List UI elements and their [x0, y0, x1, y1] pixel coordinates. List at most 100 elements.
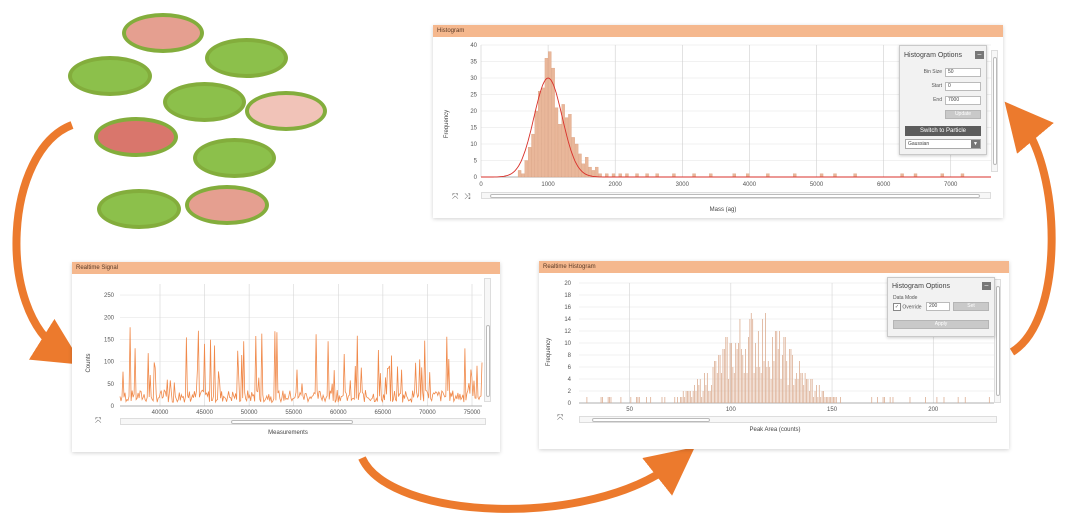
histogram-bar: [684, 397, 686, 403]
apply-button[interactable]: Apply: [893, 320, 989, 329]
override-checkbox[interactable]: ✓: [893, 303, 901, 311]
x-tick-label: 0: [479, 182, 483, 188]
histogram-bar: [625, 173, 629, 178]
histogram-bar: [816, 385, 817, 403]
histogram-bar: [541, 87, 545, 178]
arrow-left: [12, 121, 83, 365]
histogram-bar: [790, 349, 792, 403]
y-tick-label: 14: [564, 317, 571, 323]
histogram-bar: [871, 397, 873, 403]
scrollbar-thumb[interactable]: [996, 286, 1000, 396]
histogram-bar: [729, 343, 731, 403]
histogram-bar: [718, 355, 720, 403]
cell: [122, 13, 204, 53]
histogram-bar: [787, 385, 789, 403]
histogram-bar: [766, 367, 768, 403]
vertical-scrollbar[interactable]: [484, 278, 491, 402]
histogram-bar: [808, 391, 810, 403]
scrollbar-thumb[interactable]: [592, 418, 710, 422]
histogram-bar: [538, 91, 542, 178]
zoom-fit-icon[interactable]: ⤧: [557, 413, 564, 422]
override-input[interactable]: 200: [926, 302, 950, 311]
histogram-bar: [697, 379, 698, 403]
histogram-bar: [551, 67, 555, 178]
vertical-scrollbar[interactable]: [991, 50, 998, 172]
histogram-bar: [561, 104, 565, 178]
histogram-bar: [757, 331, 759, 403]
y-tick-label: 0: [568, 401, 572, 407]
vertical-scrollbar[interactable]: [994, 279, 1001, 403]
histogram-bar: [645, 173, 649, 178]
histogram-bar: [709, 173, 713, 178]
histogram-bar: [630, 397, 632, 403]
zoom-fit-icon[interactable]: ⤧: [95, 416, 102, 425]
start-input[interactable]: 0: [945, 82, 981, 91]
histogram-bar: [743, 373, 745, 403]
histogram-bar: [524, 160, 528, 178]
set-button[interactable]: Set: [953, 302, 989, 311]
histogram-bar: [637, 397, 639, 403]
zoom-out-icon[interactable]: ⤨: [464, 192, 471, 201]
histogram-bar: [609, 397, 610, 403]
histogram-bar: [635, 173, 639, 178]
histogram-bar: [742, 355, 744, 403]
histogram-bar: [687, 391, 688, 403]
histogram-bar: [804, 373, 806, 403]
horizontal-scrollbar[interactable]: [481, 192, 991, 199]
x-tick-label: 3000: [676, 182, 690, 188]
update-button[interactable]: Update: [945, 110, 981, 119]
histogram-bar: [521, 173, 525, 178]
histogram-bar: [711, 385, 712, 403]
histogram-bar: [889, 397, 891, 403]
switch-to-particle-button[interactable]: Switch to Particle: [905, 126, 981, 136]
scrollbar-thumb[interactable]: [490, 194, 980, 198]
histogram-bar: [534, 110, 539, 178]
histogram-bar: [739, 319, 741, 403]
scrollbar-thumb[interactable]: [993, 57, 997, 165]
y-tick-label: 50: [107, 382, 114, 388]
histogram-bar: [646, 397, 647, 403]
start-label: Start: [931, 83, 942, 89]
histogram-bar: [704, 373, 705, 403]
minimize-button[interactable]: –: [982, 282, 991, 290]
histogram-bar: [828, 397, 830, 403]
histogram-bar: [564, 117, 569, 178]
histogram-bar: [756, 367, 758, 403]
x-tick-label: 60000: [330, 410, 347, 416]
minimize-button[interactable]: –: [975, 51, 984, 59]
histogram-bar: [925, 397, 926, 403]
y-tick-label: 8: [568, 353, 572, 359]
histogram-bar: [786, 361, 788, 403]
histogram-bar: [814, 391, 816, 403]
histogram-bar: [715, 361, 717, 403]
horizontal-scrollbar[interactable]: [579, 416, 997, 423]
x-tick-label: 7000: [944, 182, 958, 188]
histogram-bar: [695, 391, 697, 403]
bin-size-input[interactable]: 50: [945, 68, 981, 77]
x-tick-label: 45000: [196, 410, 213, 416]
fit-select[interactable]: Gaussian ▼: [905, 139, 981, 149]
histogram-bar: [834, 397, 836, 403]
chevron-down-icon[interactable]: ▼: [971, 140, 980, 148]
histogram-bar: [767, 361, 769, 403]
histogram-bar: [964, 397, 966, 403]
gaussian-fit-curve: [481, 77, 991, 178]
histogram-bar: [813, 397, 815, 403]
horizontal-scrollbar[interactable]: [120, 418, 486, 425]
histogram-bar: [692, 391, 694, 403]
cell: [205, 38, 288, 78]
histogram-bar: [833, 397, 834, 403]
histogram-bar: [835, 397, 837, 403]
histogram-bar: [672, 173, 676, 178]
x-tick-label: 6000: [877, 182, 891, 188]
end-input[interactable]: 7000: [945, 96, 981, 105]
scrollbar-thumb[interactable]: [486, 325, 490, 397]
histogram-bar: [797, 379, 799, 403]
histogram-bar: [735, 343, 737, 403]
histogram-bar: [833, 173, 837, 178]
x-tick-label: 100: [726, 407, 737, 413]
scrollbar-thumb[interactable]: [231, 420, 353, 424]
histogram-bar: [810, 379, 812, 403]
cell: [97, 189, 181, 229]
zoom-fit-icon[interactable]: ⤧: [452, 192, 459, 201]
